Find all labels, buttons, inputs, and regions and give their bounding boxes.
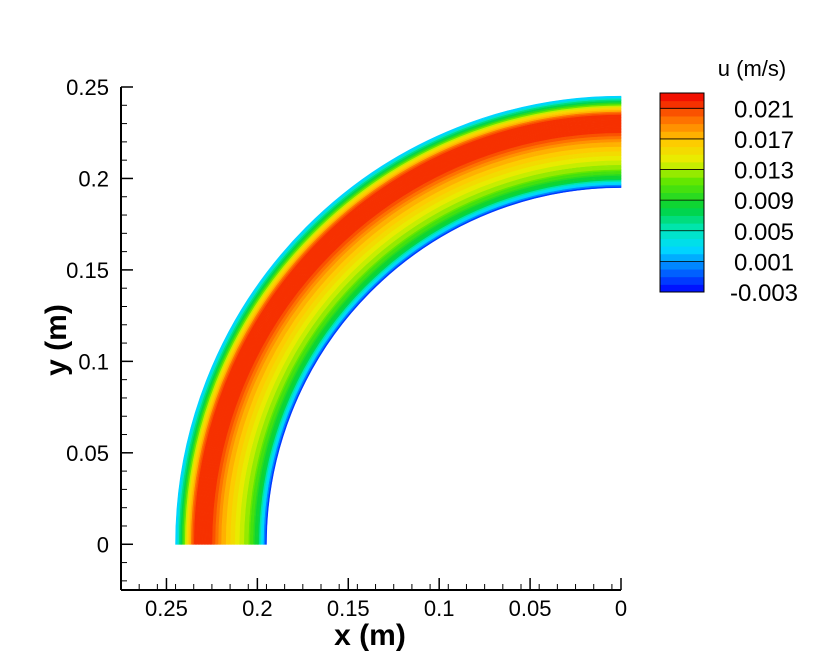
colorbar-swatch bbox=[660, 100, 704, 109]
x-tick-label: 0.25 bbox=[145, 596, 188, 621]
colorbar-swatch bbox=[660, 246, 704, 255]
colorbar-swatch bbox=[660, 253, 704, 262]
colorbar: 0.021 0.017 0.013 0.009 0.005 0.001 -0.003 bbox=[659, 92, 798, 307]
colorbar-swatch bbox=[660, 123, 704, 132]
colorbar-swatch bbox=[660, 184, 704, 193]
y-tick-label: 0.2 bbox=[78, 166, 109, 191]
colorbar-swatch bbox=[660, 108, 704, 117]
colorbar-swatch bbox=[660, 284, 704, 293]
x-tick-label: 0.15 bbox=[327, 596, 370, 621]
colorbar-swatch bbox=[660, 161, 704, 171]
y-axis-label: y (m) bbox=[40, 304, 73, 376]
colorbar-label: 0.013 bbox=[734, 158, 794, 185]
axes bbox=[120, 87, 621, 591]
colorbar-label: 0.009 bbox=[734, 188, 794, 215]
x-tick-label: 0 bbox=[615, 596, 627, 621]
colorbar-swatch bbox=[660, 230, 704, 239]
colorbar-swatch bbox=[660, 223, 704, 232]
colorbar-label: 0.001 bbox=[734, 249, 794, 276]
y-tick-label: 0.05 bbox=[66, 441, 109, 466]
colorbar-swatch bbox=[660, 131, 704, 140]
colorbar-title: u (m/s) bbox=[718, 56, 786, 81]
colorbar-swatch bbox=[660, 93, 704, 102]
y-tick-label: 0 bbox=[97, 532, 109, 557]
x-tick-label: 0.1 bbox=[424, 596, 455, 621]
colorbar-swatch bbox=[660, 269, 704, 278]
colorbar-swatch bbox=[660, 192, 704, 201]
contour-field bbox=[175, 95, 622, 545]
x-axis-label: x (m) bbox=[334, 619, 406, 652]
x-tick-label: 0.2 bbox=[242, 596, 273, 621]
colorbar-swatch bbox=[660, 115, 704, 125]
colorbar-swatch bbox=[660, 146, 704, 155]
colorbar-swatch bbox=[660, 154, 704, 163]
y-tick-label: 0.15 bbox=[66, 258, 109, 283]
ticks: 0.25 0.2 0.15 0.1 0.05 0 0 0.05 0.1 0.15 0.2 0.25 bbox=[66, 75, 627, 621]
colorbar-swatch bbox=[660, 138, 704, 148]
colorbar-swatch bbox=[660, 200, 704, 209]
contour-band bbox=[175, 95, 622, 545]
colorbar-label: 0.017 bbox=[734, 127, 794, 154]
y-tick-label: 0.25 bbox=[66, 75, 109, 100]
colorbar-swatch bbox=[660, 207, 704, 216]
colorbar-swatch bbox=[660, 276, 704, 285]
y-tick-label: 0.1 bbox=[78, 349, 109, 374]
colorbar-label: 0.005 bbox=[734, 219, 794, 246]
colorbar-label: 0.021 bbox=[734, 96, 794, 123]
colorbar-swatch bbox=[660, 261, 704, 270]
colorbar-swatch bbox=[660, 177, 704, 186]
colorbar-swatch bbox=[660, 215, 704, 224]
colorbar-swatch bbox=[660, 169, 704, 178]
colorbar-swatch bbox=[660, 238, 704, 247]
x-tick-label: 0.05 bbox=[509, 596, 552, 621]
colorbar-label: -0.003 bbox=[730, 280, 798, 307]
